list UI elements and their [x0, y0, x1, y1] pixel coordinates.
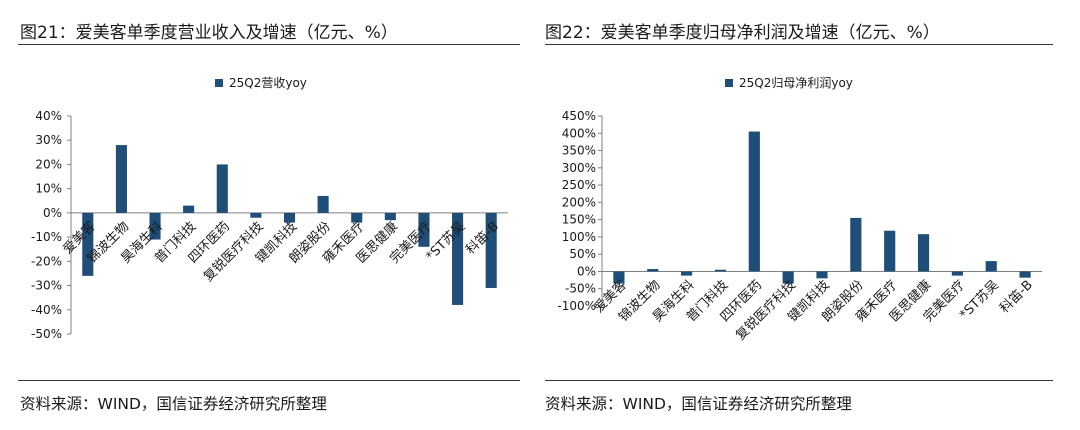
y-tick-label: -50% — [565, 282, 596, 296]
bar — [613, 271, 625, 284]
category-label: 科笛-B — [997, 277, 1036, 316]
title-rule — [18, 44, 520, 45]
y-tick-label: -50% — [31, 327, 62, 341]
chart-legend: 25Q2营收yoy — [215, 74, 307, 91]
bar — [884, 230, 896, 272]
chart-legend: 25Q2归母净利润yoy — [725, 74, 853, 91]
bar — [748, 131, 760, 272]
y-tick-label: 30% — [35, 133, 62, 147]
revenue-yoy-chart: 40%30%20%10%0%-10%-20%-30%-40%-50%爱美客锦波生… — [31, 109, 508, 341]
bar — [816, 271, 828, 279]
y-tick-label: 450% — [562, 109, 596, 123]
legend-label: 25Q2归母净利润yoy — [739, 76, 853, 90]
bar — [647, 269, 659, 272]
bar — [250, 212, 262, 218]
y-tick-label: -20% — [31, 254, 62, 268]
source-rule — [545, 380, 1053, 381]
bar — [149, 212, 161, 240]
source-note: 资料来源：WIND，国信证券经济研究所整理 — [545, 395, 852, 413]
y-tick-label: 300% — [562, 161, 596, 175]
y-tick-label: 50% — [569, 247, 596, 261]
source-note: 资料来源：WIND，国信证券经济研究所整理 — [20, 395, 327, 413]
figure-22: 图22：爱美客单季度归母净利润及增速（亿元、%） 25Q2归母净利润yoy 45… — [545, 0, 1080, 430]
bar — [183, 205, 195, 213]
y-tick-label: 350% — [562, 144, 596, 158]
bar — [115, 145, 127, 213]
bar — [485, 212, 497, 288]
bar — [452, 212, 464, 305]
bar — [714, 269, 727, 272]
bar — [317, 195, 329, 213]
y-tick-label: -30% — [31, 279, 62, 293]
bar — [283, 212, 296, 223]
bar — [216, 164, 228, 213]
legend-swatch — [215, 78, 223, 87]
source-rule — [18, 380, 520, 381]
y-tick-label: 150% — [562, 213, 596, 227]
y-tick-label: -100% — [557, 299, 596, 313]
bar — [985, 261, 997, 272]
bar — [1019, 271, 1031, 278]
y-tick-label: 20% — [35, 157, 62, 171]
y-tick-label: 200% — [562, 195, 596, 209]
bar — [351, 212, 363, 223]
figure-title: 图21：爱美客单季度营业收入及增速（亿元、%） — [20, 23, 398, 43]
bar — [82, 212, 94, 276]
legend-label: 25Q2营收yoy — [229, 76, 307, 90]
bar — [681, 271, 693, 276]
bar — [418, 212, 430, 247]
legend-swatch — [725, 78, 733, 87]
y-tick-label: 40% — [35, 109, 62, 123]
bar — [951, 271, 963, 276]
figure-title: 图22：爱美客单季度归母净利润及增速（亿元、%） — [545, 23, 940, 43]
y-tick-label: 10% — [35, 182, 62, 196]
net-profit-yoy-chart: 450% 400% 350% 300% 250% 200% 150% 100% 50% 0% -50… — [557, 109, 1042, 343]
y-tick-label: -10% — [31, 230, 62, 244]
bar — [384, 212, 396, 221]
bar — [850, 217, 862, 272]
bar — [782, 271, 794, 284]
y-tick-label: 0% — [43, 206, 62, 220]
bar — [917, 234, 930, 272]
y-tick-label: -40% — [31, 303, 62, 317]
y-tick-label: 100% — [562, 230, 596, 244]
y-tick-label: 250% — [562, 178, 596, 192]
y-tick-label: 0% — [577, 264, 596, 278]
figure-21: 图21：爱美客单季度营业收入及增速（亿元、%） 25Q2营收yoy 40% 30%… — [0, 0, 535, 430]
y-tick-label: 400% — [562, 126, 596, 140]
title-rule — [545, 44, 1053, 45]
